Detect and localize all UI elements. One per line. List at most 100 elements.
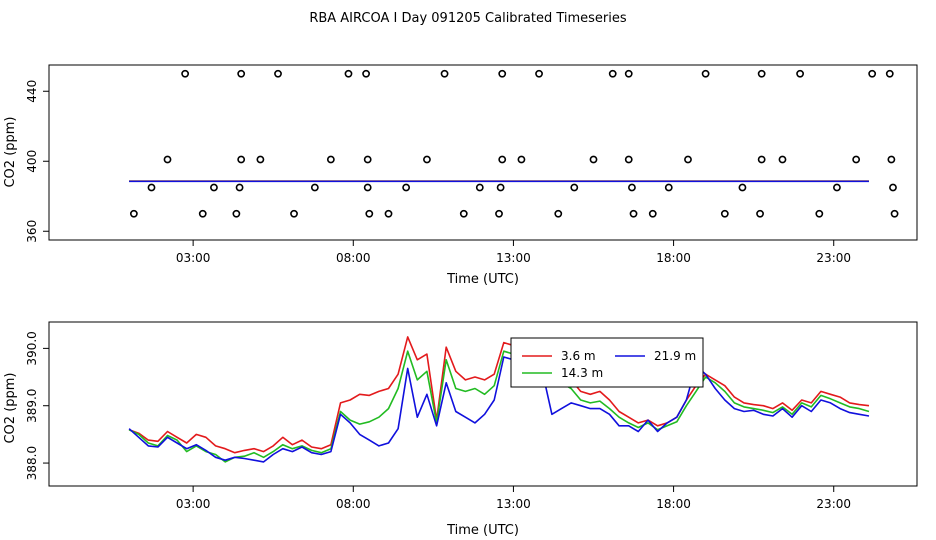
- bottom-x-tick-label: 03:00: [176, 497, 211, 511]
- scatter-point: [344, 69, 353, 78]
- legend-box: [510, 337, 704, 388]
- scatter-point: [198, 209, 207, 218]
- top-x-tick-label: 08:00: [336, 251, 371, 265]
- legend: 3.6 m 21.9 m 14.3 m: [510, 337, 704, 388]
- bottom-y-axis: 388.0 389.0 390.0 CO2 (ppm): [3, 331, 50, 480]
- bottom-x-tick-label: 18:00: [656, 497, 691, 511]
- scatter-point: [237, 69, 246, 78]
- scatter-point: [815, 209, 824, 218]
- scatter-point: [684, 155, 692, 164]
- scatter-point: [608, 69, 617, 78]
- chart-title: RBA AIRCOA I Day 091205 Calibrated Times…: [309, 11, 627, 26]
- top-x-tick-labels: 03:00 08:00 13:00 18:00 23:00: [176, 251, 851, 265]
- scatter-point: [624, 69, 633, 78]
- scatter-point: [885, 69, 894, 78]
- top-y-tick-label: 400: [25, 150, 39, 173]
- bottom-y-ticks: [43, 347, 49, 464]
- top-y-tick-labels: 360 400 440: [25, 80, 39, 243]
- top-x-axis-label: Time (UTC): [446, 272, 519, 287]
- scatter-point: [496, 183, 505, 192]
- scatter-point: [365, 209, 374, 218]
- bottom-panel: 3.6 m 21.9 m 14.3 m 03:00 08:00 13:00 18…: [3, 321, 918, 538]
- top-x-ticks: [192, 240, 835, 246]
- scatter-point: [210, 183, 218, 192]
- scatter-point: [363, 183, 372, 192]
- series-line: [128, 350, 870, 463]
- scatter-point: [756, 209, 764, 218]
- scatter-point: [517, 155, 526, 164]
- scatter-point: [232, 209, 241, 218]
- bottom-x-tick-label: 23:00: [816, 497, 851, 511]
- scatter-point: [290, 209, 298, 218]
- bottom-x-tick-label: 13:00: [496, 497, 531, 511]
- series-line: [128, 356, 870, 463]
- bottom-y-axis-label: CO2 (ppm): [3, 372, 18, 443]
- top-scatter-points: [129, 69, 899, 218]
- scatter-point: [757, 155, 766, 164]
- bottom-y-tick-labels: 388.0 389.0 390.0: [25, 331, 39, 480]
- scatter-point: [402, 183, 411, 192]
- scatter-point: [129, 209, 138, 218]
- top-y-tick-label: 440: [25, 80, 39, 103]
- scatter-point: [163, 155, 172, 164]
- top-panel: 03:00 08:00 13:00 18:00 23:00 Time (UTC)…: [3, 64, 918, 287]
- scatter-point: [889, 183, 897, 192]
- scatter-point: [423, 155, 431, 164]
- scatter-point: [570, 183, 579, 192]
- scatter-point: [796, 69, 804, 78]
- scatter-point: [274, 69, 282, 78]
- bottom-x-axis-label: Time (UTC): [446, 523, 519, 538]
- scatter-point: [362, 69, 370, 78]
- top-x-tick-label: 23:00: [816, 251, 851, 265]
- scatter-point: [720, 209, 729, 218]
- legend-label-14-3m: 14.3 m: [561, 366, 603, 380]
- scatter-point: [310, 183, 319, 192]
- scatter-point: [363, 155, 372, 164]
- scatter-point: [887, 155, 896, 164]
- scatter-point: [256, 155, 265, 164]
- scatter-point: [628, 183, 636, 192]
- scatter-point: [648, 209, 657, 218]
- bottom-plot-frame: [48, 321, 918, 487]
- top-y-axis: 360 400 440 CO2 (ppm): [3, 80, 50, 243]
- top-y-axis-label: CO2 (ppm): [3, 116, 18, 187]
- scatter-point: [147, 183, 156, 192]
- series-line: [128, 336, 870, 454]
- scatter-point: [589, 155, 598, 164]
- scatter-point: [475, 183, 484, 192]
- legend-label-21-9m: 21.9 m: [654, 349, 696, 363]
- scatter-point: [852, 155, 861, 164]
- legend-label-3-6m: 3.6 m: [561, 349, 596, 363]
- scatter-point: [701, 69, 710, 78]
- scatter-point: [757, 69, 766, 78]
- scatter-point: [495, 209, 503, 218]
- top-y-ticks: [43, 90, 49, 232]
- top-y-tick-label: 360: [25, 220, 39, 243]
- scatter-point: [440, 69, 449, 78]
- bottom-x-tick-label: 08:00: [336, 497, 371, 511]
- scatter-point: [181, 69, 190, 78]
- scatter-point: [833, 183, 841, 192]
- scatter-point: [664, 183, 673, 192]
- top-plot-frame: [48, 64, 918, 241]
- top-x-tick-label: 03:00: [176, 251, 211, 265]
- scatter-point: [237, 155, 246, 164]
- bottom-series-lines: [128, 336, 870, 463]
- scatter-point: [629, 209, 638, 218]
- top-x-axis: 03:00 08:00 13:00 18:00 23:00 Time (UTC): [176, 239, 860, 287]
- scatter-point: [498, 155, 507, 164]
- scatter-point: [535, 69, 543, 78]
- top-x-tick-label: 13:00: [496, 251, 531, 265]
- bottom-x-axis: 03:00 08:00 13:00 18:00 23:00 Time (UTC): [176, 485, 860, 538]
- scatter-point: [459, 209, 468, 218]
- scatter-point: [554, 209, 563, 218]
- bottom-x-tick-labels: 03:00 08:00 13:00 18:00 23:00: [176, 497, 851, 511]
- scatter-point: [624, 155, 633, 164]
- bottom-x-ticks: [192, 486, 835, 492]
- bottom-y-tick-label: 388.0: [25, 446, 39, 480]
- scatter-point: [868, 69, 877, 78]
- scatter-point: [326, 155, 335, 164]
- scatter-point: [778, 155, 787, 164]
- scatter-point: [235, 183, 244, 192]
